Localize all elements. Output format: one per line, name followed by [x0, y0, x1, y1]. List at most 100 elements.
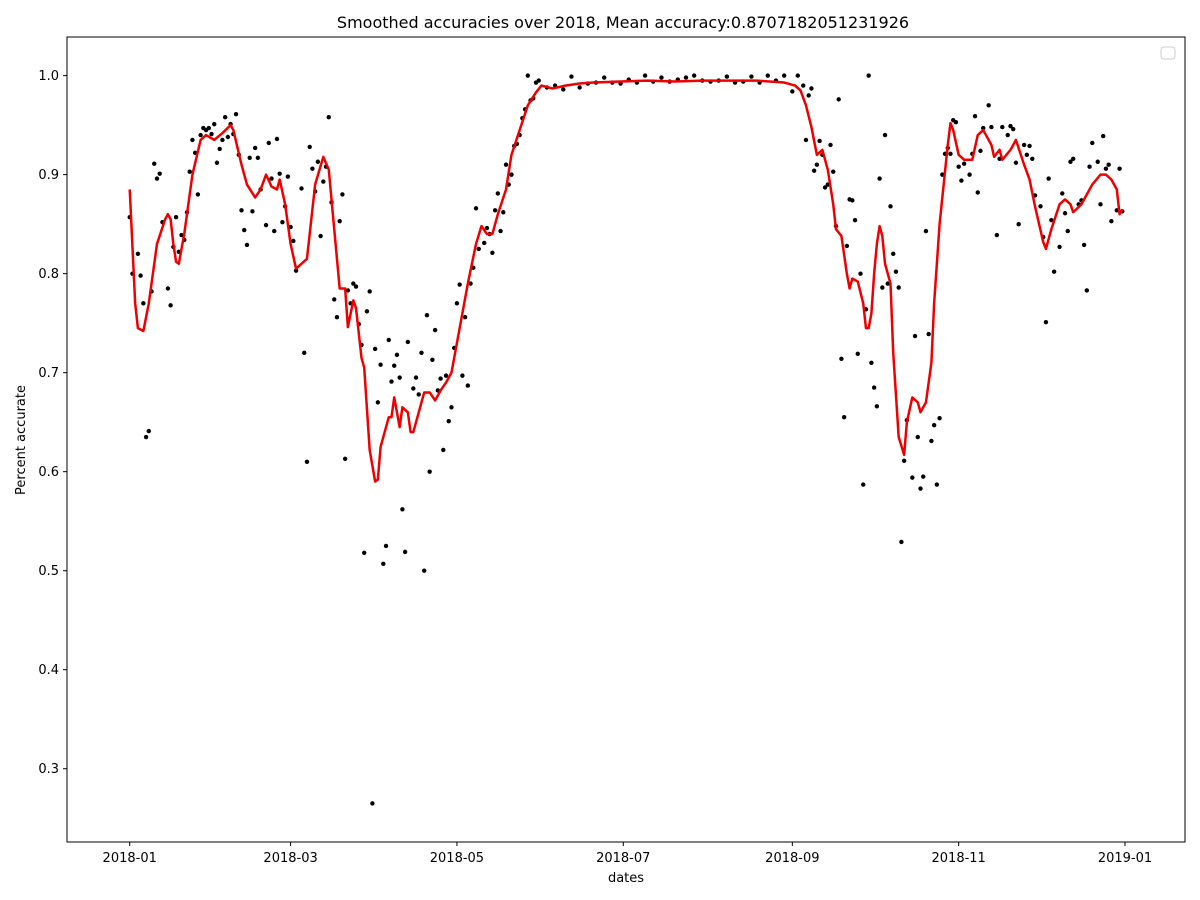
data-point: [209, 131, 214, 137]
y-tick-label: 0.5: [38, 564, 59, 579]
data-point: [877, 176, 882, 181]
data-point: [1021, 142, 1027, 148]
y-tick-label: 0.6: [38, 465, 59, 480]
data-point: [967, 172, 972, 177]
data-point: [476, 246, 481, 252]
data-point: [299, 186, 304, 191]
data-point: [1095, 159, 1100, 164]
data-point: [871, 385, 877, 390]
y-tick-label: 0.3: [38, 762, 59, 777]
data-point: [490, 250, 495, 256]
data-point: [869, 360, 874, 365]
data-point: [157, 171, 162, 176]
data-point: [416, 392, 421, 397]
data-point: [1024, 152, 1030, 158]
data-point: [1049, 217, 1054, 223]
data-point: [334, 315, 340, 320]
data-point: [468, 281, 473, 286]
data-point: [659, 75, 664, 80]
data-point: [888, 204, 893, 209]
data-point: [1100, 133, 1106, 139]
data-point: [146, 428, 152, 434]
data-point: [956, 164, 961, 169]
data-point: [953, 119, 959, 125]
data-point: [362, 550, 367, 556]
x-tick-label: 2018-11: [932, 851, 986, 866]
data-point: [765, 73, 770, 78]
data-point: [959, 178, 964, 183]
data-point: [885, 281, 890, 286]
data-point: [882, 132, 888, 138]
data-point: [291, 238, 296, 244]
data-point: [274, 136, 280, 142]
data-point: [1081, 242, 1087, 248]
data-point: [1071, 156, 1076, 161]
data-point: [893, 269, 899, 274]
data-point: [975, 190, 980, 195]
y-tick-label: 0.9: [38, 168, 59, 183]
data-point: [280, 219, 285, 225]
data-point: [263, 222, 269, 228]
data-point: [683, 75, 689, 80]
data-point: [1087, 164, 1092, 169]
data-point: [321, 179, 326, 184]
data-point: [934, 482, 940, 487]
data-point: [1062, 211, 1068, 216]
data-point: [1060, 191, 1065, 196]
data-point: [569, 74, 574, 79]
data-point: [378, 362, 383, 367]
data-point: [1065, 228, 1070, 234]
data-point: [135, 251, 141, 257]
x-tick-label: 2019-01: [1098, 851, 1152, 866]
data-point: [141, 301, 146, 306]
data-point: [337, 218, 342, 224]
data-point: [912, 333, 918, 339]
data-point: [381, 561, 386, 566]
data-point: [272, 228, 277, 234]
data-point: [285, 174, 291, 179]
data-point: [822, 185, 828, 190]
data-point: [795, 73, 800, 78]
data-point: [255, 155, 261, 160]
x-axis-label: dates: [608, 871, 644, 886]
data-point: [394, 352, 400, 358]
data-point: [400, 507, 405, 512]
data-point: [866, 73, 871, 78]
data-point: [342, 456, 348, 462]
data-point: [839, 356, 844, 362]
data-point: [441, 447, 446, 453]
data-point: [921, 474, 926, 479]
data-point: [1117, 166, 1122, 171]
data-point: [427, 469, 432, 474]
x-tick-label: 2018-05: [430, 851, 484, 866]
data-point: [601, 75, 607, 80]
data-point: [891, 251, 896, 257]
chart-title: Smoothed accuracies over 2018, Mean accu…: [337, 13, 909, 32]
data-point: [190, 137, 195, 143]
data-point: [931, 422, 937, 428]
data-point: [899, 539, 904, 545]
legend-box: [1160, 46, 1176, 60]
data-point: [1038, 204, 1043, 209]
y-tick-label: 0.7: [38, 366, 59, 381]
data-point: [874, 404, 880, 409]
data-point: [724, 74, 730, 79]
y-tick-label: 1.0: [38, 69, 59, 84]
data-point: [454, 301, 460, 306]
data-point: [841, 415, 847, 420]
data-point: [803, 137, 809, 143]
data-point: [318, 233, 323, 239]
data-point: [978, 148, 983, 154]
data-point: [836, 97, 841, 102]
data-point: [138, 273, 143, 278]
data-point: [817, 138, 822, 144]
data-point: [691, 73, 697, 78]
data-point: [1103, 166, 1109, 171]
data-point: [206, 125, 211, 131]
data-point: [443, 373, 449, 378]
data-point: [220, 137, 225, 143]
data-point: [340, 192, 345, 197]
data-point: [225, 134, 231, 140]
data-point: [165, 286, 171, 291]
data-point: [498, 228, 503, 234]
